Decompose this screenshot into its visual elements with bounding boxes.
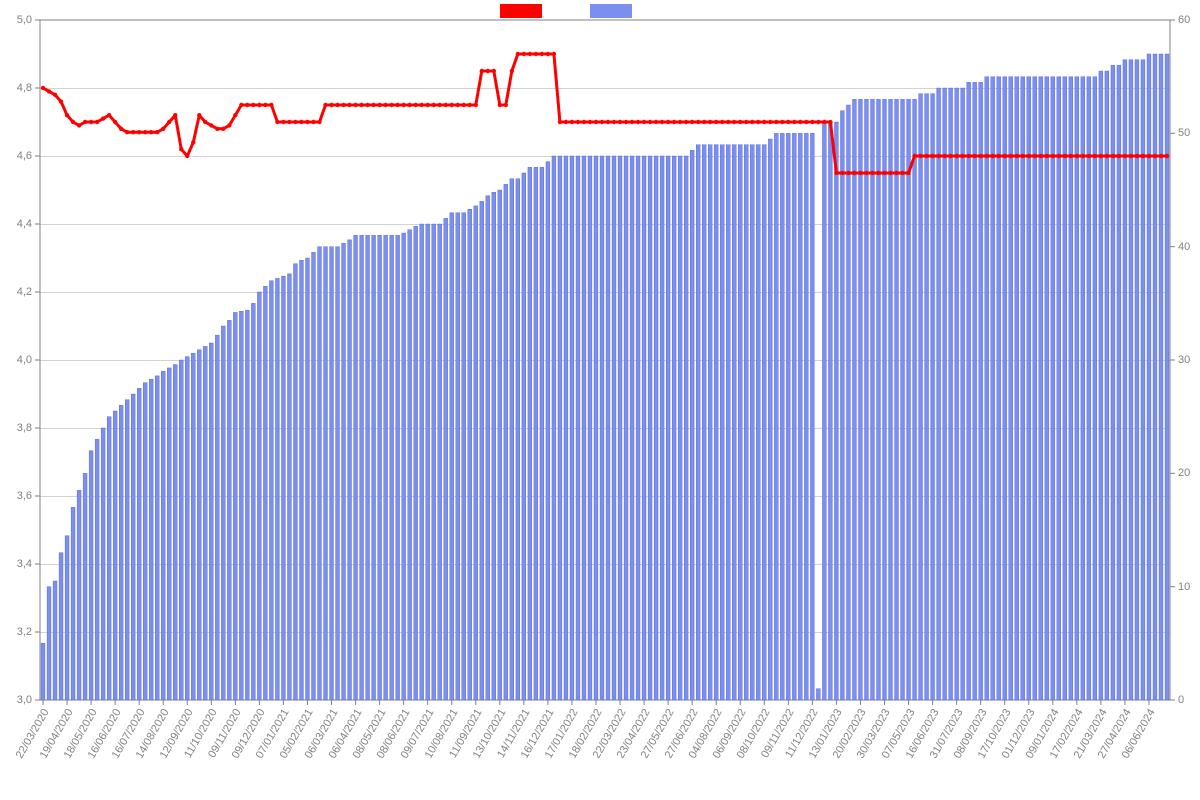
legend-swatch-line [500,4,542,18]
dual-axis-chart: 3,03,23,43,63,84,04,24,44,64,85,00102030… [0,0,1200,800]
legend-swatch-bars [590,4,632,18]
plot-area [0,0,1200,800]
